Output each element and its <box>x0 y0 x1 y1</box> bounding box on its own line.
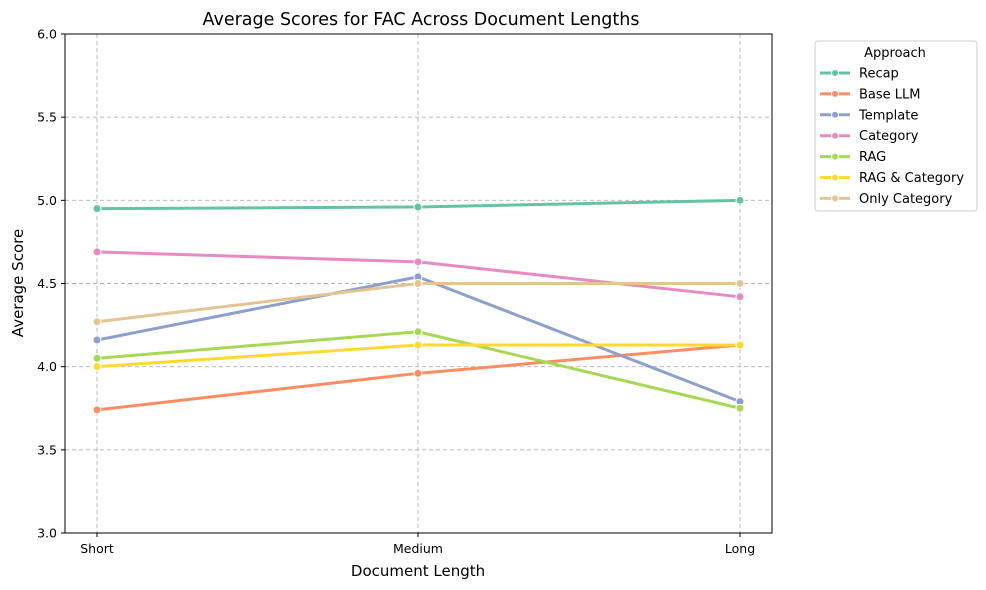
data-point-base-llm <box>413 368 423 378</box>
legend-label: RAG & Category <box>859 171 964 186</box>
x-axis-ticks: Short Medium Long <box>80 533 755 556</box>
legend-label: RAG <box>859 150 886 165</box>
legend-swatch-marker <box>831 69 839 77</box>
legend-swatch-marker <box>831 173 839 182</box>
legend-label: Recap <box>859 67 899 82</box>
y-tick-label: 4.5 <box>37 276 57 291</box>
legend-swatch-marker <box>831 110 839 119</box>
legend-swatch-marker <box>831 131 839 140</box>
y-axis-ticks: 3.0 3.5 4.0 4.5 5.0 5.5 6.0 <box>37 27 65 541</box>
data-point-template <box>92 335 102 345</box>
legend-item-rag-category: RAG & Category <box>820 171 964 186</box>
legend-label: Base LLM <box>859 87 921 102</box>
legend-item-template: Template <box>820 108 918 123</box>
data-point-recap <box>413 202 423 212</box>
y-tick-label: 3.5 <box>37 442 57 457</box>
x-axis-label: Document Length <box>351 562 485 580</box>
x-tick-label-medium: Medium <box>393 541 443 556</box>
series-recap <box>92 195 745 214</box>
legend: Approach Recap Base LLM Template Category RA… <box>814 40 978 212</box>
data-point-category <box>735 292 745 302</box>
series-lines <box>92 195 745 415</box>
y-axis-label: Average Score <box>9 229 27 337</box>
y-tick-label: 5.5 <box>37 110 57 125</box>
data-point-rag <box>413 327 423 337</box>
legend-frame <box>814 40 978 212</box>
y-tick-label: 4.0 <box>37 359 57 374</box>
data-point-rag <box>92 353 102 363</box>
legend-item-base-llm: Base LLM <box>820 87 921 102</box>
data-point-base-llm <box>92 405 102 415</box>
x-tick-label-short: Short <box>80 541 114 556</box>
legend-label: Only Category <box>859 192 953 207</box>
data-point-category <box>92 247 102 257</box>
series-line-only-category <box>95 282 742 324</box>
x-tick-label-long: Long <box>725 541 755 556</box>
data-point-rag-category <box>413 340 423 350</box>
series-category <box>92 247 745 302</box>
data-point-rag-category <box>735 340 745 350</box>
data-point-only-category <box>735 279 745 288</box>
chart-title: Average Scores for FAC Across Document L… <box>203 10 640 30</box>
data-point-rag-category <box>92 362 102 372</box>
series-rag <box>92 327 745 413</box>
data-point-only-category <box>413 279 423 288</box>
y-tick-label: 6.0 <box>37 27 57 42</box>
data-point-only-category <box>92 317 102 327</box>
legend-swatch-marker <box>831 194 839 203</box>
legend-label: Template <box>858 108 918 123</box>
data-point-recap <box>735 195 745 205</box>
series-only-category <box>92 279 745 327</box>
series-line-template <box>95 275 742 404</box>
y-tick-label: 3.0 <box>37 526 57 541</box>
legend-title: Approach <box>864 46 926 61</box>
legend-swatch-marker <box>831 89 839 98</box>
series-template <box>92 272 745 407</box>
legend-item-rag: RAG <box>820 150 886 165</box>
series-rag-category <box>92 340 745 372</box>
legend-label: Category <box>859 129 919 144</box>
legend-item-category: Category <box>820 129 919 144</box>
legend-swatch-marker <box>831 152 839 161</box>
data-point-rag <box>735 403 745 413</box>
legend-item-only-category: Only Category <box>820 192 953 207</box>
data-point-category <box>413 257 423 267</box>
y-tick-label: 5.0 <box>37 193 57 208</box>
data-point-recap <box>92 204 102 214</box>
legend-item-recap: Recap <box>820 67 899 82</box>
